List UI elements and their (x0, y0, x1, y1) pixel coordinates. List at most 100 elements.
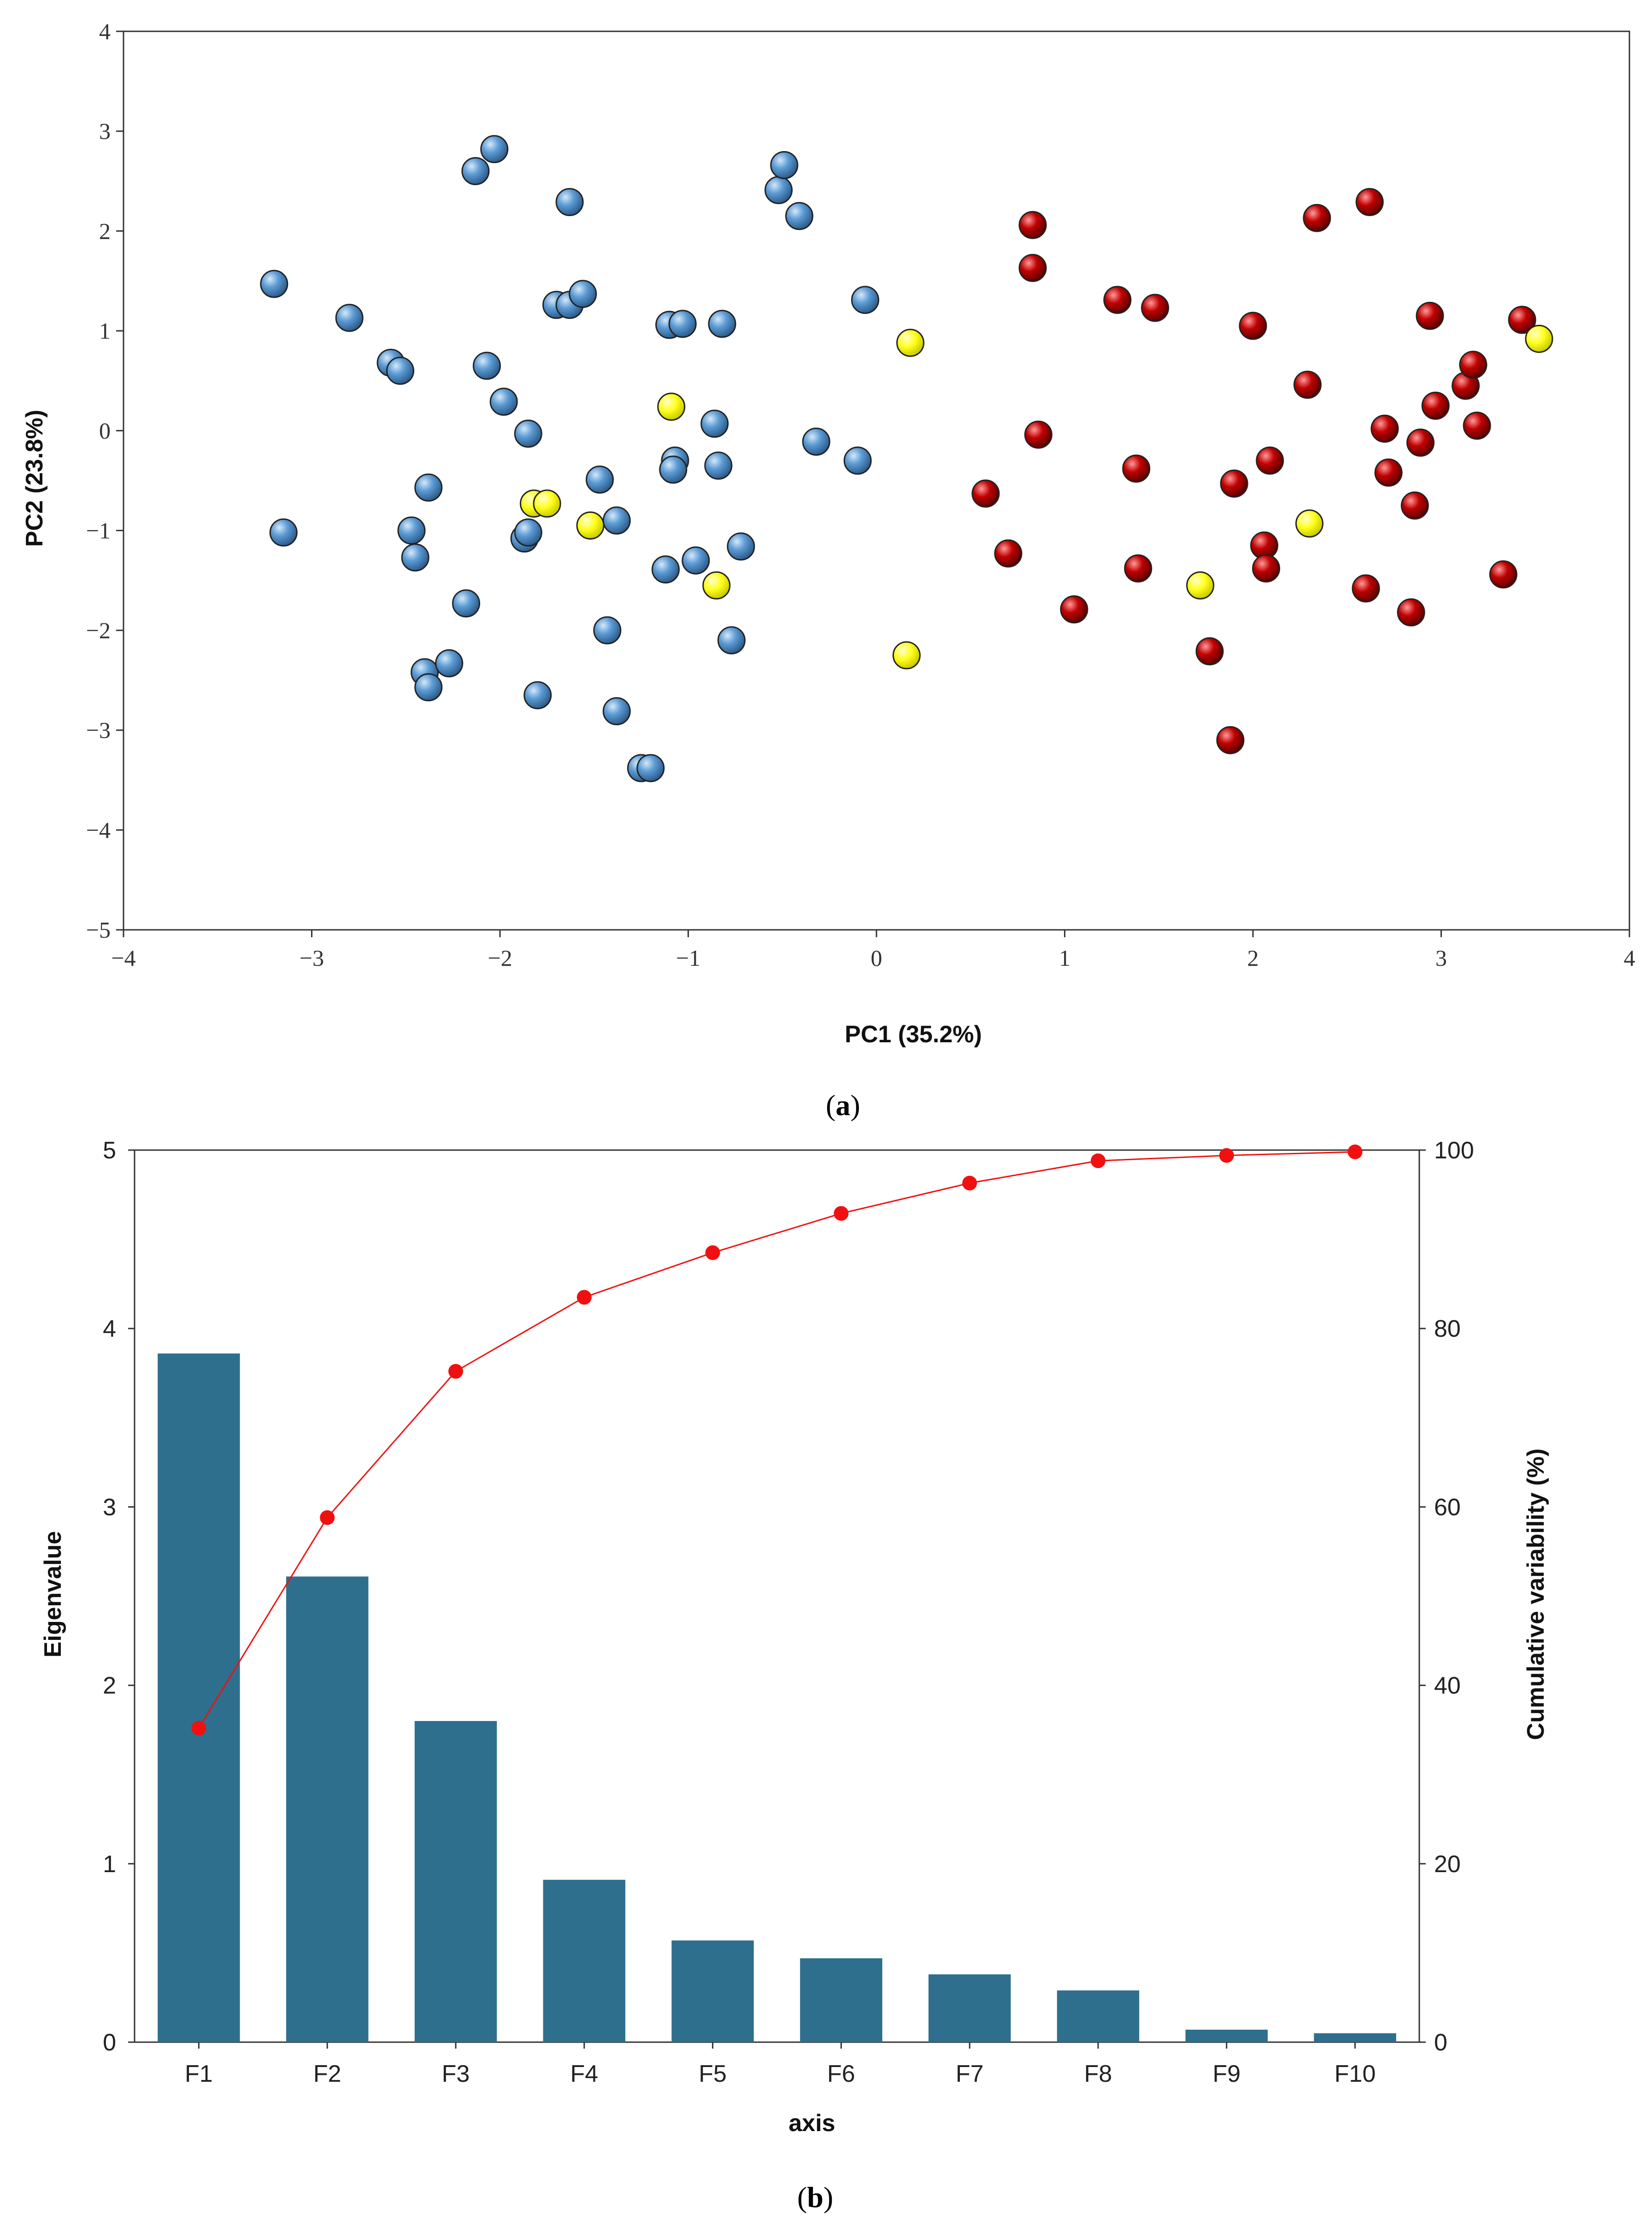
data-point (1024, 420, 1052, 449)
data-point (896, 329, 925, 357)
data-point (1489, 560, 1517, 589)
right-y-tick-label: 40 (1434, 1673, 1461, 1699)
right-y-tick-label: 20 (1434, 1851, 1461, 1878)
data-point (414, 673, 443, 701)
x-tick-label: F6 (827, 2061, 855, 2087)
y-tick-label: 2 (99, 218, 111, 244)
data-point (843, 446, 872, 475)
data-point (335, 304, 364, 332)
y-tick-label: 1 (99, 318, 111, 344)
x-axis-title: axis (788, 2110, 835, 2137)
data-point (1397, 598, 1425, 627)
data-point (994, 539, 1023, 568)
cumulative-point (1091, 1153, 1105, 1169)
cumulative-point (191, 1721, 206, 1736)
y-tick-label: −3 (86, 717, 111, 743)
data-point (636, 754, 665, 782)
x-tick-label: F5 (699, 2061, 727, 2087)
data-point (1406, 429, 1435, 457)
data-point (1370, 414, 1399, 443)
right-y-axis-title: Cumulative variability (%) (1523, 1449, 1549, 1740)
plot-frame (134, 1149, 1420, 2043)
data-point (1295, 509, 1324, 538)
data-point (452, 589, 480, 617)
data-point (602, 506, 631, 535)
data-point (1252, 554, 1281, 583)
data-point (659, 455, 688, 484)
eigenvalue-bars (158, 1353, 1396, 2042)
x-axis-title: PC1 (35.2%) (845, 1021, 982, 1048)
data-point (461, 157, 490, 185)
data-point (851, 286, 879, 314)
plot-frame (123, 30, 1630, 931)
eigenvalue-bar (414, 1721, 497, 2042)
data-point (785, 202, 814, 230)
x-tick-label: 0 (871, 945, 882, 971)
x-tick-label: 4 (1624, 945, 1635, 971)
scree-plot-axes: 0 1 2 3 4 5 0 20 40 60 80 100 F1 F2 F3 F4 F5 F6 F7 F8 F9 F10 (103, 1137, 1474, 2087)
data-point (480, 135, 509, 164)
x-tick-label: 2 (1247, 945, 1259, 971)
data-point (727, 532, 755, 561)
right-y-tick-label: 0 (1434, 2029, 1447, 2056)
data-point (514, 518, 542, 547)
y-tick-label: −4 (86, 817, 111, 843)
eigenvalue-bar (158, 1353, 240, 2042)
data-point (1216, 726, 1245, 754)
y-tick-label: 3 (99, 118, 111, 144)
data-point (1220, 470, 1248, 498)
panel-label-b: (b) (797, 2181, 833, 2214)
data-point (668, 310, 697, 338)
data-point (514, 419, 542, 448)
data-point (1374, 458, 1403, 487)
data-point (397, 516, 426, 545)
data-point (1463, 411, 1491, 440)
eigenvalue-bar (800, 1958, 882, 2042)
data-point (1293, 370, 1322, 399)
data-point (682, 546, 710, 575)
data-point (657, 393, 686, 421)
data-point (971, 479, 1000, 508)
x-tick-label: −3 (300, 945, 324, 971)
x-tick-label: −1 (676, 945, 700, 971)
data-point (1060, 595, 1088, 623)
cumulative-point (834, 1206, 849, 1221)
data-point (489, 388, 518, 416)
eigenvalue-bar (1057, 1990, 1140, 2042)
data-point (1303, 204, 1331, 232)
data-point (1256, 446, 1284, 475)
data-point (651, 555, 680, 584)
y-axis-title: PC2 (23.8%) (21, 410, 48, 547)
score-plot-points (260, 135, 1553, 782)
x-tick-label: F1 (185, 2061, 213, 2087)
data-point (401, 543, 429, 572)
data-point (593, 616, 622, 645)
data-point (533, 489, 561, 518)
left-y-tick-label: 1 (103, 1851, 116, 1878)
x-tick-label: −2 (488, 945, 512, 971)
x-tick-label: F10 (1335, 2061, 1376, 2087)
left-y-tick-label: 2 (103, 1673, 116, 1699)
data-point (386, 357, 414, 385)
data-point (1018, 254, 1047, 282)
data-point (1239, 311, 1267, 340)
panel-label-a: (a) (826, 1089, 860, 1122)
data-point (1355, 188, 1384, 216)
cumulative-variability-line (191, 1144, 1363, 1736)
y-tick-label: −5 (86, 917, 111, 943)
data-point (555, 188, 584, 216)
data-point (1124, 554, 1152, 583)
data-point (1141, 294, 1170, 322)
left-y-axis-title: Eigenvalue (40, 1531, 66, 1658)
data-point (586, 465, 614, 494)
cumulative-line (198, 1151, 1355, 1729)
data-point (260, 270, 288, 298)
data-point (472, 352, 501, 380)
y-tick-label: 0 (99, 418, 111, 444)
y-tick-label: −1 (86, 517, 111, 543)
data-point (700, 410, 729, 438)
data-point (704, 452, 733, 480)
cumulative-point (1219, 1148, 1234, 1163)
